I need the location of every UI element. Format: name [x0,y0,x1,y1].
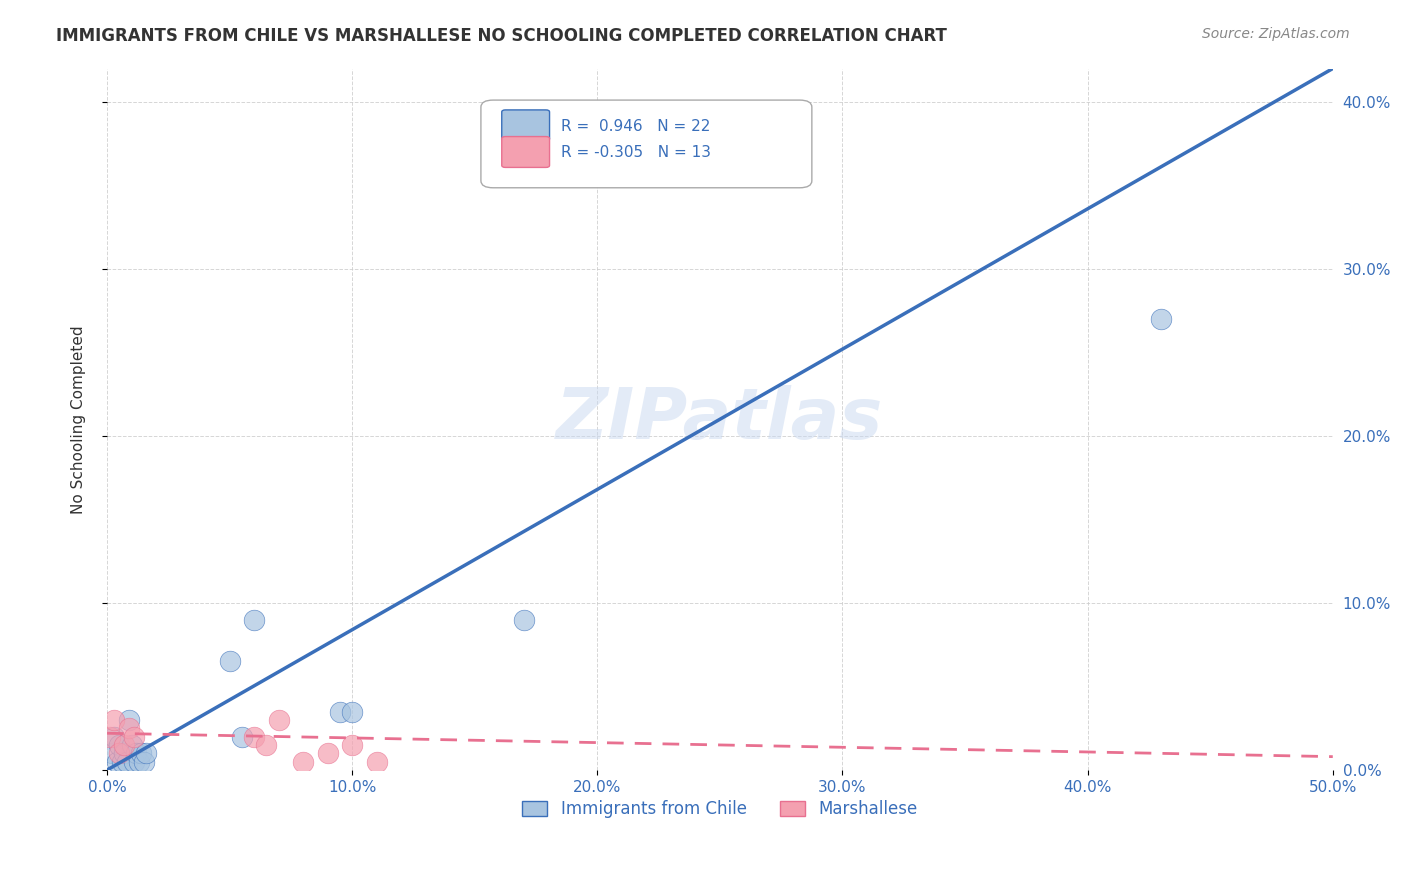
Point [122,730,145,744]
Point [329,705,352,719]
Point [243,613,266,627]
Point [316,747,339,761]
Point [112,747,135,761]
Point [121,738,143,752]
Legend: Immigrants from Chile, Marshallese: Immigrants from Chile, Marshallese [516,794,924,825]
Point [115,755,138,769]
Point [132,755,155,769]
Point [366,755,388,769]
Point [128,755,150,769]
Point [118,721,141,735]
Point [105,755,128,769]
Text: R = -0.305   N = 13: R = -0.305 N = 13 [561,145,710,161]
Point [98,730,121,744]
FancyBboxPatch shape [502,136,550,168]
FancyBboxPatch shape [502,110,550,141]
Point [231,730,253,744]
Point [101,747,124,761]
Y-axis label: No Schooling Completed: No Schooling Completed [72,325,86,514]
Point [103,730,125,744]
Point [125,747,148,761]
Point [118,713,141,727]
Point [218,655,240,669]
Point [267,713,290,727]
FancyBboxPatch shape [481,100,811,188]
Point [108,738,131,752]
Text: R =  0.946   N = 22: R = 0.946 N = 22 [561,119,710,134]
Point [103,713,125,727]
Point [342,705,364,719]
Point [108,747,131,761]
Point [513,613,536,627]
Text: Source: ZipAtlas.com: Source: ZipAtlas.com [1202,27,1350,41]
Point [131,747,153,761]
Point [135,747,157,761]
Point [292,755,315,769]
Point [111,755,134,769]
Point [112,738,135,752]
Point [122,755,145,769]
Point [254,738,277,752]
Point [243,730,266,744]
Point [1150,312,1173,326]
Text: IMMIGRANTS FROM CHILE VS MARSHALLESE NO SCHOOLING COMPLETED CORRELATION CHART: IMMIGRANTS FROM CHILE VS MARSHALLESE NO … [56,27,948,45]
Text: ZIPatlas: ZIPatlas [557,384,883,454]
Point [342,738,364,752]
